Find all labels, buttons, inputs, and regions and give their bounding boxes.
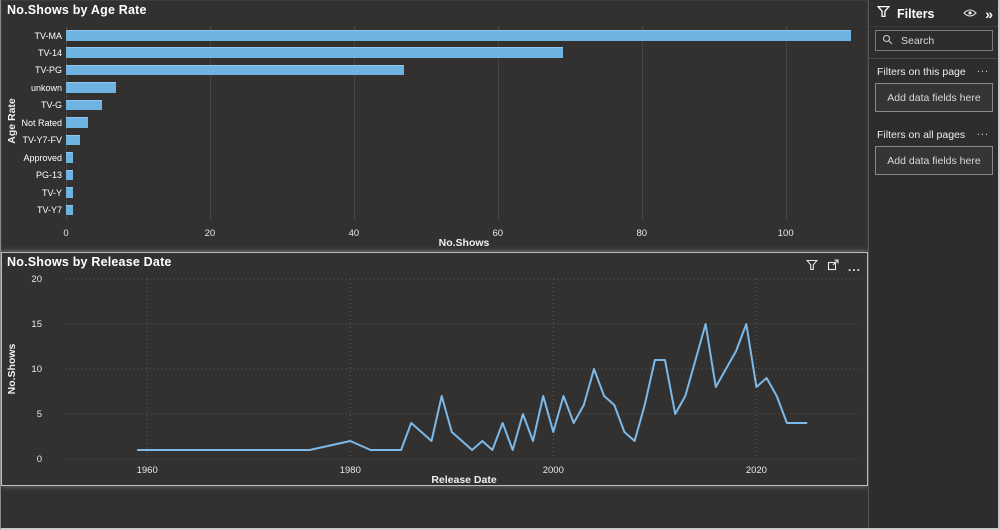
bar-category-label: TV-Y (41, 187, 62, 198)
bar-Approved[interactable] (66, 152, 74, 163)
bar-TV-Y7[interactable] (66, 204, 74, 216)
bar-category-label: Approved (23, 152, 62, 163)
page-filters-dropzone[interactable]: Add data fields here (875, 83, 993, 112)
bar-chart-x-tick: 0 (63, 228, 69, 239)
bar-TV-Y7-FV[interactable] (66, 134, 81, 146)
line-chart-y-tick: 20 (31, 274, 42, 285)
all-pages-filters-dropzone[interactable]: Add data fields here (875, 146, 993, 175)
line-series[interactable] (137, 323, 808, 451)
bar-category-label: TV-MA (34, 30, 62, 41)
bar-chart-gridline (353, 27, 355, 219)
filters-pane-title: Filters (897, 7, 935, 21)
more-options-icon[interactable]: ... (847, 260, 861, 274)
bar-category-label: TV-Y7-FV (22, 135, 62, 146)
bar-category-label: TV-14 (37, 47, 62, 58)
focus-mode-icon[interactable] (827, 258, 839, 276)
bar-category-label: Not Rated (21, 117, 62, 128)
bar-TV-14[interactable] (66, 47, 563, 58)
filters-pane-header: Filters » (876, 4, 993, 24)
bar-chart-gridline (209, 27, 211, 219)
bar-chart-x-tick: 40 (348, 228, 360, 239)
bar-TV-G[interactable] (66, 99, 102, 111)
bar-chart-x-tick: 20 (204, 228, 216, 239)
bar-category-label: unkown (30, 82, 62, 93)
bar-TV-Y[interactable] (66, 187, 74, 198)
filters-on-this-page-label: Filters on this page (877, 66, 966, 78)
magnifier-icon (882, 32, 893, 50)
line-chart-plot-area (66, 278, 862, 460)
line-chart-x-tick: 1960 (136, 465, 158, 476)
line-chart-y-tick: 0 (36, 454, 42, 465)
bar-category-label: PG-13 (35, 170, 62, 181)
bar-chart-plot-area: 0 20 40 60 80 100 TV-MA TV-14 TV-PG unkown TV-G Not… (2, 1, 867, 250)
filters-pane: Filters » Filters on this page ... Add d… (868, 0, 998, 528)
bar-chart-visual[interactable]: No.Shows by Age Rate Age Rate 0 20 40 60 80 1… (1, 0, 868, 251)
line-chart-title: No.Shows by Release Date (7, 255, 172, 269)
bar-chart-title: No.Shows by Age Rate (7, 3, 147, 17)
filter-search-box[interactable] (875, 30, 993, 51)
line-chart-y-tick: 10 (31, 364, 42, 375)
bar-chart-gridline (641, 27, 643, 219)
bar-chart-gridline (497, 27, 499, 219)
bar-chart-x-axis-title: No.Shows (438, 237, 490, 249)
line-chart-visual[interactable]: No.Shows by Release Date ... No.Shows Re… (1, 252, 868, 486)
line-chart-y-tick: 5 (36, 409, 42, 420)
bar-TV-MA[interactable] (66, 30, 851, 41)
bar-chart-x-tick: 100 (777, 228, 794, 239)
bar-category-label: TV-G (40, 100, 62, 111)
bar-TV-PG[interactable] (66, 64, 405, 76)
bar-chart-x-tick: 60 (492, 228, 504, 239)
visual-toolbar: ... (805, 258, 861, 276)
filter-icon[interactable] (805, 258, 819, 276)
funnel-icon (876, 5, 891, 23)
section-more-options-icon[interactable]: ... (976, 63, 989, 75)
line-chart-y-tick: 15 (31, 319, 42, 330)
bar-Not Rated[interactable] (66, 117, 88, 128)
section-more-options-icon[interactable]: ... (976, 126, 989, 138)
line-chart-x-tick: 2020 (745, 465, 767, 476)
bar-chart-gridline (785, 27, 787, 219)
bar-chart-x-tick: 80 (636, 228, 648, 239)
filter-search-input[interactable] (899, 33, 986, 48)
bar-category-label: TV-Y7 (36, 205, 62, 216)
filters-on-all-pages-label: Filters on all pages (877, 129, 966, 141)
collapse-pane-icon[interactable]: » (985, 6, 993, 22)
bar-unkown[interactable] (66, 82, 117, 93)
line-chart-x-tick: 2000 (542, 465, 564, 476)
bar-category-label: TV-PG (34, 65, 62, 76)
bar-PG-13[interactable] (66, 169, 74, 181)
eye-icon[interactable] (963, 5, 977, 23)
line-chart-x-tick: 1980 (339, 465, 361, 476)
line-chart-x-axis-title: Release Date (431, 474, 497, 486)
